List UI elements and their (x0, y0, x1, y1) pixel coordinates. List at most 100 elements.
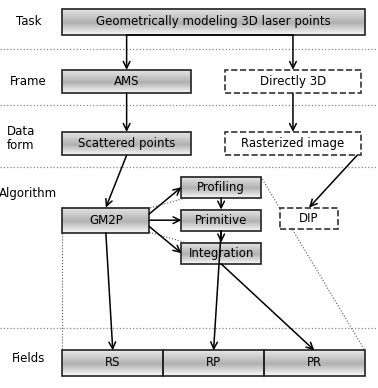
Bar (181, 214, 261, 215)
Bar (62, 10, 365, 11)
Bar (181, 256, 261, 257)
Bar (181, 193, 261, 194)
Text: Geometrically modeling 3D laser points: Geometrically modeling 3D laser points (96, 15, 331, 28)
Bar (62, 144, 191, 145)
Bar (62, 138, 191, 139)
Bar (264, 363, 365, 364)
Bar (62, 217, 149, 218)
Bar (181, 191, 261, 192)
Bar (181, 182, 261, 183)
Bar (62, 216, 149, 217)
Bar (181, 195, 261, 196)
Bar (62, 71, 191, 72)
Bar (163, 364, 264, 365)
Bar (181, 249, 261, 250)
Bar (62, 19, 365, 20)
Text: Frame: Frame (10, 75, 47, 88)
Bar (62, 78, 191, 79)
Text: RS: RS (105, 357, 121, 369)
Bar (264, 357, 365, 358)
Bar (163, 367, 264, 368)
Bar (181, 230, 261, 231)
Bar (62, 89, 191, 90)
Bar (62, 217, 149, 218)
Bar (62, 14, 365, 15)
Bar (62, 13, 365, 14)
Bar (62, 227, 149, 228)
Bar (62, 12, 365, 13)
Bar (62, 211, 149, 212)
Bar (181, 243, 261, 244)
Bar (62, 81, 191, 82)
Bar (181, 252, 261, 253)
Bar (264, 370, 365, 371)
Bar (181, 226, 261, 227)
Bar (62, 90, 191, 91)
Bar (181, 177, 261, 198)
Bar (181, 190, 261, 191)
Bar (181, 212, 261, 213)
Bar (62, 77, 191, 78)
Bar (181, 257, 261, 258)
Bar (62, 135, 191, 136)
Bar (62, 209, 149, 210)
Bar (62, 27, 365, 28)
Bar (181, 224, 261, 225)
Bar (62, 80, 191, 81)
Bar (62, 24, 365, 25)
Bar (163, 356, 264, 357)
Bar (62, 212, 149, 213)
Bar (163, 360, 264, 361)
Bar (264, 370, 365, 371)
Text: Task: Task (15, 15, 41, 28)
Bar (62, 154, 191, 155)
Bar (62, 363, 163, 364)
Bar (181, 215, 261, 216)
Bar (62, 375, 163, 376)
Bar (62, 371, 163, 372)
Bar (62, 143, 191, 144)
Bar (62, 75, 191, 76)
Bar (181, 218, 261, 219)
Bar (264, 369, 365, 370)
Bar (62, 154, 191, 155)
Bar (62, 133, 191, 134)
Bar (62, 207, 149, 208)
Bar (62, 70, 191, 71)
Bar (62, 225, 149, 226)
Bar (62, 91, 191, 92)
Bar (181, 220, 261, 221)
Bar (163, 373, 264, 374)
Bar (163, 362, 264, 363)
Bar (62, 70, 191, 71)
Bar (181, 189, 261, 190)
Bar (62, 221, 149, 222)
Bar (264, 353, 365, 354)
Bar (62, 227, 149, 229)
Bar (62, 23, 365, 24)
Bar (264, 375, 365, 376)
Bar (181, 244, 261, 245)
Bar (181, 253, 261, 254)
Bar (181, 225, 261, 226)
Bar (62, 30, 365, 31)
Text: Data: Data (6, 125, 35, 139)
Bar (62, 230, 149, 231)
Bar (62, 221, 149, 222)
Text: form: form (7, 139, 34, 152)
Bar (62, 77, 191, 78)
Bar (62, 359, 163, 360)
Bar (181, 227, 261, 228)
Bar (62, 21, 365, 23)
Bar (62, 145, 191, 146)
Bar (181, 246, 261, 247)
Bar (62, 350, 163, 376)
Bar (181, 243, 261, 244)
Bar (62, 34, 365, 35)
Bar (62, 150, 191, 151)
Bar (264, 356, 365, 357)
Bar (62, 32, 365, 33)
Bar (62, 33, 365, 34)
Bar (264, 365, 365, 366)
Bar (62, 70, 191, 93)
